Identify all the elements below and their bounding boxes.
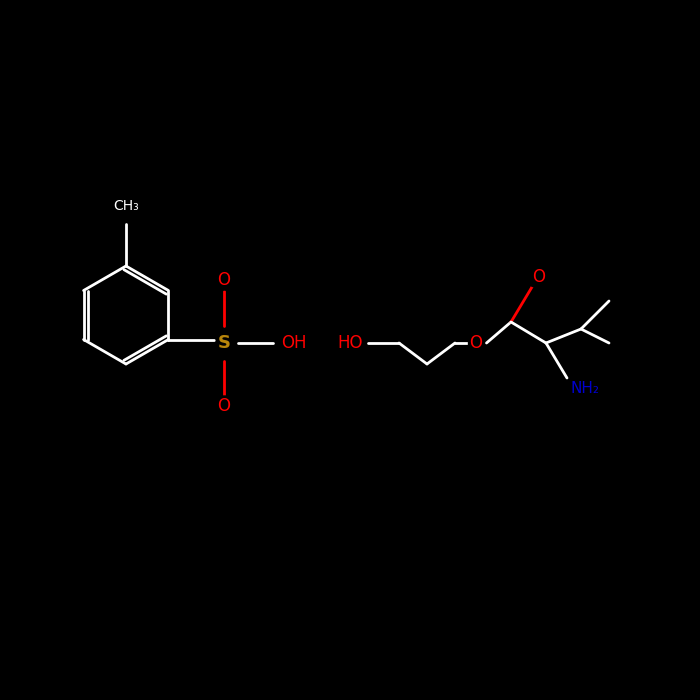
- Text: O: O: [218, 397, 230, 415]
- Text: O: O: [470, 334, 482, 352]
- Text: O: O: [533, 267, 545, 286]
- Text: S: S: [218, 334, 230, 352]
- Text: NH₂: NH₂: [570, 381, 599, 396]
- Text: CH₃: CH₃: [113, 199, 139, 213]
- Text: O: O: [218, 271, 230, 289]
- Text: HO: HO: [337, 334, 363, 352]
- Text: OH: OH: [281, 334, 307, 352]
